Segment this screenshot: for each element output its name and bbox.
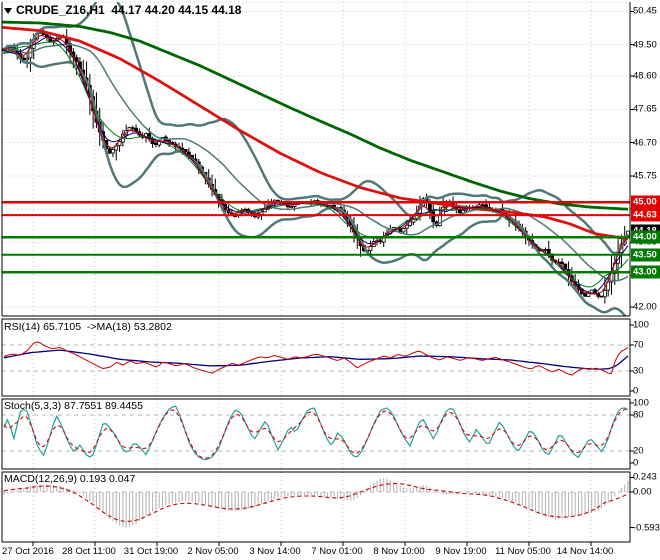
macd-signal-line: [3, 483, 629, 522]
chart-title: CRUDE_Z16,H1 44.17 44.20 44.15 44.18: [16, 3, 242, 17]
rsi-line: [3, 341, 629, 376]
stoch-k-line: [3, 405, 629, 461]
stoch-indicator-label: Stoch(5,3,3) 87.7551 89.4455: [4, 400, 143, 412]
macd-layer: [3, 477, 629, 528]
ma-mid-red: [2, 25, 629, 241]
ma-fast-green: [3, 41, 629, 288]
support-resistance-lines: [2, 200, 630, 274]
rsi-ma-line: [3, 349, 629, 370]
rsi-indicator-label: RSI(14) 65.7105 ->MA(18) 53.2802: [4, 321, 172, 333]
rsi-layer: [3, 341, 629, 376]
stoch-d-line: [3, 408, 629, 459]
macd-indicator-label: MACD(12,26,9) 0.193 0.047: [4, 473, 136, 485]
expand-triangle-icon[interactable]: [4, 8, 12, 14]
stoch-layer: [3, 405, 629, 461]
bb-lower: [3, 49, 627, 316]
moving-averages: [2, 20, 629, 295]
ma-slow-green: [2, 20, 629, 211]
candles-layer: [2, 28, 630, 304]
panel-borders: [1, 1, 631, 543]
axis-ticks: [32, 10, 634, 546]
